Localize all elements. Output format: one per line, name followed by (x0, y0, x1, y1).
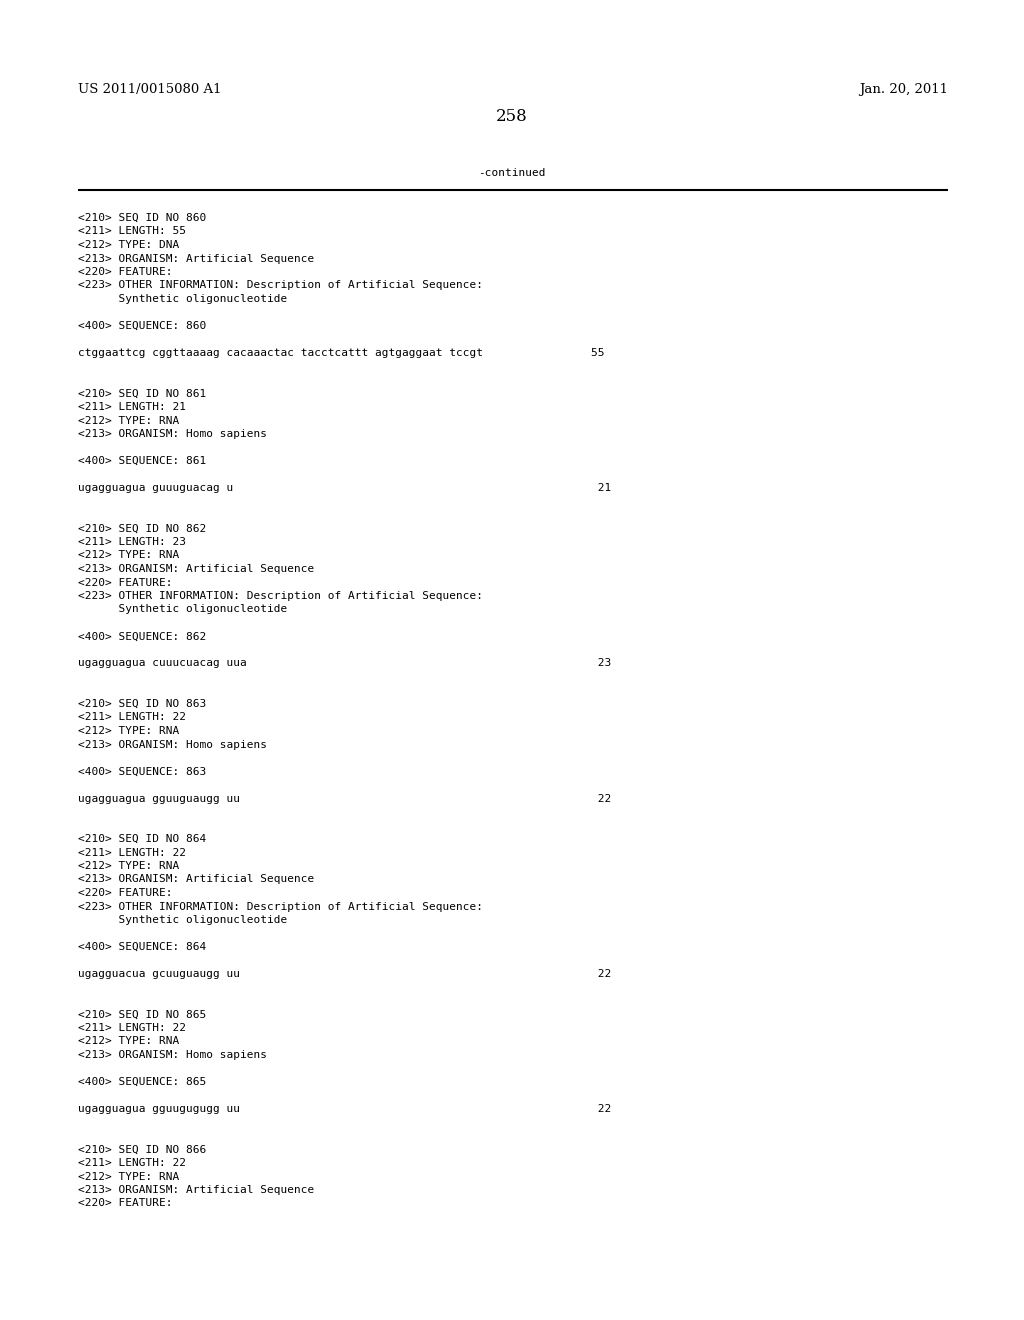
Text: <212> TYPE: RNA: <212> TYPE: RNA (78, 416, 179, 425)
Text: <213> ORGANISM: Artificial Sequence: <213> ORGANISM: Artificial Sequence (78, 874, 314, 884)
Text: <211> LENGTH: 22: <211> LENGTH: 22 (78, 847, 186, 858)
Text: <211> LENGTH: 23: <211> LENGTH: 23 (78, 537, 186, 546)
Text: ugagguagua gguuguaugg uu                                                     22: ugagguagua gguuguaugg uu 22 (78, 793, 611, 804)
Text: <400> SEQUENCE: 864: <400> SEQUENCE: 864 (78, 942, 206, 952)
Text: Synthetic oligonucleotide: Synthetic oligonucleotide (78, 915, 288, 925)
Text: <212> TYPE: RNA: <212> TYPE: RNA (78, 861, 179, 871)
Text: <211> LENGTH: 22: <211> LENGTH: 22 (78, 1023, 186, 1034)
Text: <223> OTHER INFORMATION: Description of Artificial Sequence:: <223> OTHER INFORMATION: Description of … (78, 281, 483, 290)
Text: <212> TYPE: RNA: <212> TYPE: RNA (78, 1172, 179, 1181)
Text: ugagguacua gcuuguaugg uu                                                     22: ugagguacua gcuuguaugg uu 22 (78, 969, 611, 979)
Text: <210> SEQ ID NO 866: <210> SEQ ID NO 866 (78, 1144, 206, 1155)
Text: <220> FEATURE:: <220> FEATURE: (78, 578, 172, 587)
Text: <213> ORGANISM: Homo sapiens: <213> ORGANISM: Homo sapiens (78, 1049, 267, 1060)
Text: Synthetic oligonucleotide: Synthetic oligonucleotide (78, 294, 288, 304)
Text: <220> FEATURE:: <220> FEATURE: (78, 888, 172, 898)
Text: <211> LENGTH: 55: <211> LENGTH: 55 (78, 227, 186, 236)
Text: ugagguagua guuuguacag u                                                      21: ugagguagua guuuguacag u 21 (78, 483, 611, 492)
Text: <210> SEQ ID NO 865: <210> SEQ ID NO 865 (78, 1010, 206, 1019)
Text: <220> FEATURE:: <220> FEATURE: (78, 267, 172, 277)
Text: <211> LENGTH: 22: <211> LENGTH: 22 (78, 1158, 186, 1168)
Text: Synthetic oligonucleotide: Synthetic oligonucleotide (78, 605, 288, 615)
Text: ugagguagua cuuucuacag uua                                                    23: ugagguagua cuuucuacag uua 23 (78, 659, 611, 668)
Text: <400> SEQUENCE: 863: <400> SEQUENCE: 863 (78, 767, 206, 776)
Text: <213> ORGANISM: Artificial Sequence: <213> ORGANISM: Artificial Sequence (78, 253, 314, 264)
Text: ctggaattcg cggttaaaag cacaaactac tacctcattt agtgaggaat tccgt                55: ctggaattcg cggttaaaag cacaaactac tacctca… (78, 348, 604, 358)
Text: <213> ORGANISM: Artificial Sequence: <213> ORGANISM: Artificial Sequence (78, 1185, 314, 1195)
Text: <223> OTHER INFORMATION: Description of Artificial Sequence:: <223> OTHER INFORMATION: Description of … (78, 591, 483, 601)
Text: <213> ORGANISM: Artificial Sequence: <213> ORGANISM: Artificial Sequence (78, 564, 314, 574)
Text: Jan. 20, 2011: Jan. 20, 2011 (859, 83, 948, 96)
Text: -continued: -continued (478, 168, 546, 178)
Text: <400> SEQUENCE: 862: <400> SEQUENCE: 862 (78, 631, 206, 642)
Text: <213> ORGANISM: Homo sapiens: <213> ORGANISM: Homo sapiens (78, 429, 267, 440)
Text: <211> LENGTH: 21: <211> LENGTH: 21 (78, 403, 186, 412)
Text: 258: 258 (496, 108, 528, 125)
Text: ugagguagua gguugugugg uu                                                     22: ugagguagua gguugugugg uu 22 (78, 1104, 611, 1114)
Text: <211> LENGTH: 22: <211> LENGTH: 22 (78, 713, 186, 722)
Text: US 2011/0015080 A1: US 2011/0015080 A1 (78, 83, 221, 96)
Text: <210> SEQ ID NO 861: <210> SEQ ID NO 861 (78, 388, 206, 399)
Text: <210> SEQ ID NO 862: <210> SEQ ID NO 862 (78, 524, 206, 533)
Text: <400> SEQUENCE: 860: <400> SEQUENCE: 860 (78, 321, 206, 331)
Text: <220> FEATURE:: <220> FEATURE: (78, 1199, 172, 1209)
Text: <210> SEQ ID NO 863: <210> SEQ ID NO 863 (78, 700, 206, 709)
Text: <400> SEQUENCE: 865: <400> SEQUENCE: 865 (78, 1077, 206, 1086)
Text: <212> TYPE: DNA: <212> TYPE: DNA (78, 240, 179, 249)
Text: <212> TYPE: RNA: <212> TYPE: RNA (78, 726, 179, 737)
Text: <210> SEQ ID NO 864: <210> SEQ ID NO 864 (78, 834, 206, 843)
Text: <210> SEQ ID NO 860: <210> SEQ ID NO 860 (78, 213, 206, 223)
Text: <400> SEQUENCE: 861: <400> SEQUENCE: 861 (78, 455, 206, 466)
Text: <212> TYPE: RNA: <212> TYPE: RNA (78, 550, 179, 561)
Text: <213> ORGANISM: Homo sapiens: <213> ORGANISM: Homo sapiens (78, 739, 267, 750)
Text: <212> TYPE: RNA: <212> TYPE: RNA (78, 1036, 179, 1047)
Text: <223> OTHER INFORMATION: Description of Artificial Sequence:: <223> OTHER INFORMATION: Description of … (78, 902, 483, 912)
